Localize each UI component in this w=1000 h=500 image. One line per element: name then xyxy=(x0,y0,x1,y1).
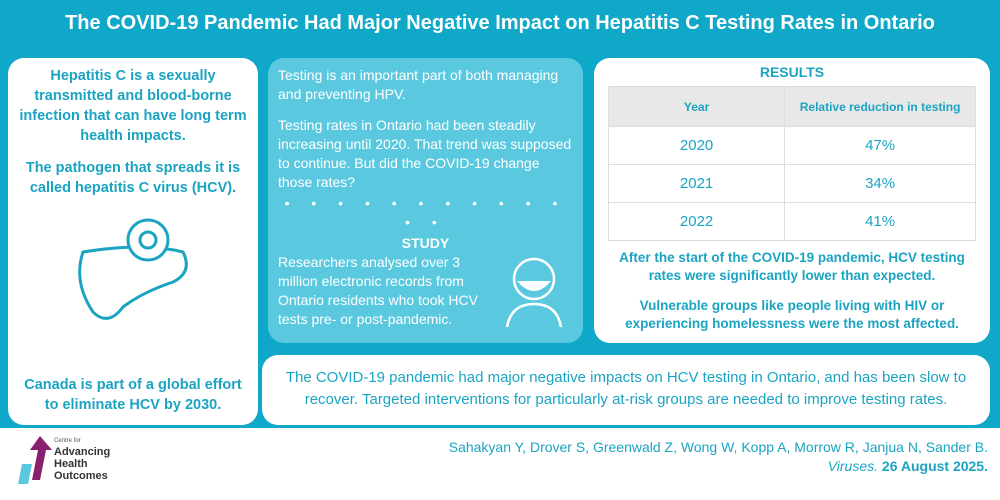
table-row: 2022 41% xyxy=(607,202,976,241)
logo: Centre for Advancing Health Outcomes xyxy=(18,436,138,496)
col-year: Year xyxy=(607,86,786,127)
year-cell: 2020 xyxy=(607,126,786,165)
logo-text: Centre for xyxy=(54,438,81,444)
results-finding: After the start of the COVID-19 pandemic… xyxy=(619,250,965,283)
value-cell: 41% xyxy=(784,202,976,241)
logo-text: Outcomes xyxy=(54,470,108,482)
results-heading: RESULTS xyxy=(759,64,825,80)
testing-trend: Testing rates in Ontario had been steadi… xyxy=(278,117,572,190)
year-cell: 2022 xyxy=(607,202,786,241)
page-title: The COVID-19 Pandemic Had Major Negative… xyxy=(65,12,935,34)
study-heading: STUDY xyxy=(401,235,450,251)
elimination-goal: Canada is part of a global effort to eli… xyxy=(24,377,242,413)
value-cell: 47% xyxy=(784,126,976,165)
citation-authors: Sahakyan Y, Drover S, Greenwald Z, Wong … xyxy=(448,439,988,455)
liver-virus-icon xyxy=(78,218,188,320)
table-row: 2021 34% xyxy=(607,164,976,203)
masked-person-icon xyxy=(505,257,563,328)
logo-text: Advancing xyxy=(54,446,111,458)
study-description: Researchers analysed over 3 million elec… xyxy=(278,254,478,327)
value-cell: 34% xyxy=(784,164,976,203)
citation-date: 26 August 2025. xyxy=(881,458,988,474)
vulnerable-groups: Vulnerable groups like people living wit… xyxy=(625,298,959,331)
arrow-logo-icon xyxy=(18,436,52,484)
background-card: Hepatitis C is a sexually transmitted an… xyxy=(8,58,258,425)
divider-dots: • • • • • • • • • • • • • xyxy=(284,195,567,230)
hcv-pathogen: The pathogen that spreads it is called h… xyxy=(25,160,241,196)
conclusion-card: The COVID-19 pandemic had major negative… xyxy=(262,355,990,425)
conclusion-text: The COVID-19 pandemic had major negative… xyxy=(285,369,967,408)
hcv-intro: Hepatitis C is a sexually transmitted an… xyxy=(19,68,247,144)
year-cell: 2021 xyxy=(607,164,786,203)
table-row: 2020 47% xyxy=(607,126,976,165)
col-reduction: Relative reduction in testing xyxy=(784,86,976,127)
context-card: Testing is an important part of both man… xyxy=(268,58,583,343)
logo-text: Health xyxy=(54,458,88,470)
testing-importance: Testing is an important part of both man… xyxy=(278,67,559,102)
results-card: RESULTS Year Relative reduction in testin… xyxy=(594,58,990,343)
citation-journal: Viruses. xyxy=(827,458,879,474)
citation: Sahakyan Y, Drover S, Greenwald Z, Wong … xyxy=(449,438,988,476)
results-table: Year Relative reduction in testing 2020 47… xyxy=(607,86,976,241)
